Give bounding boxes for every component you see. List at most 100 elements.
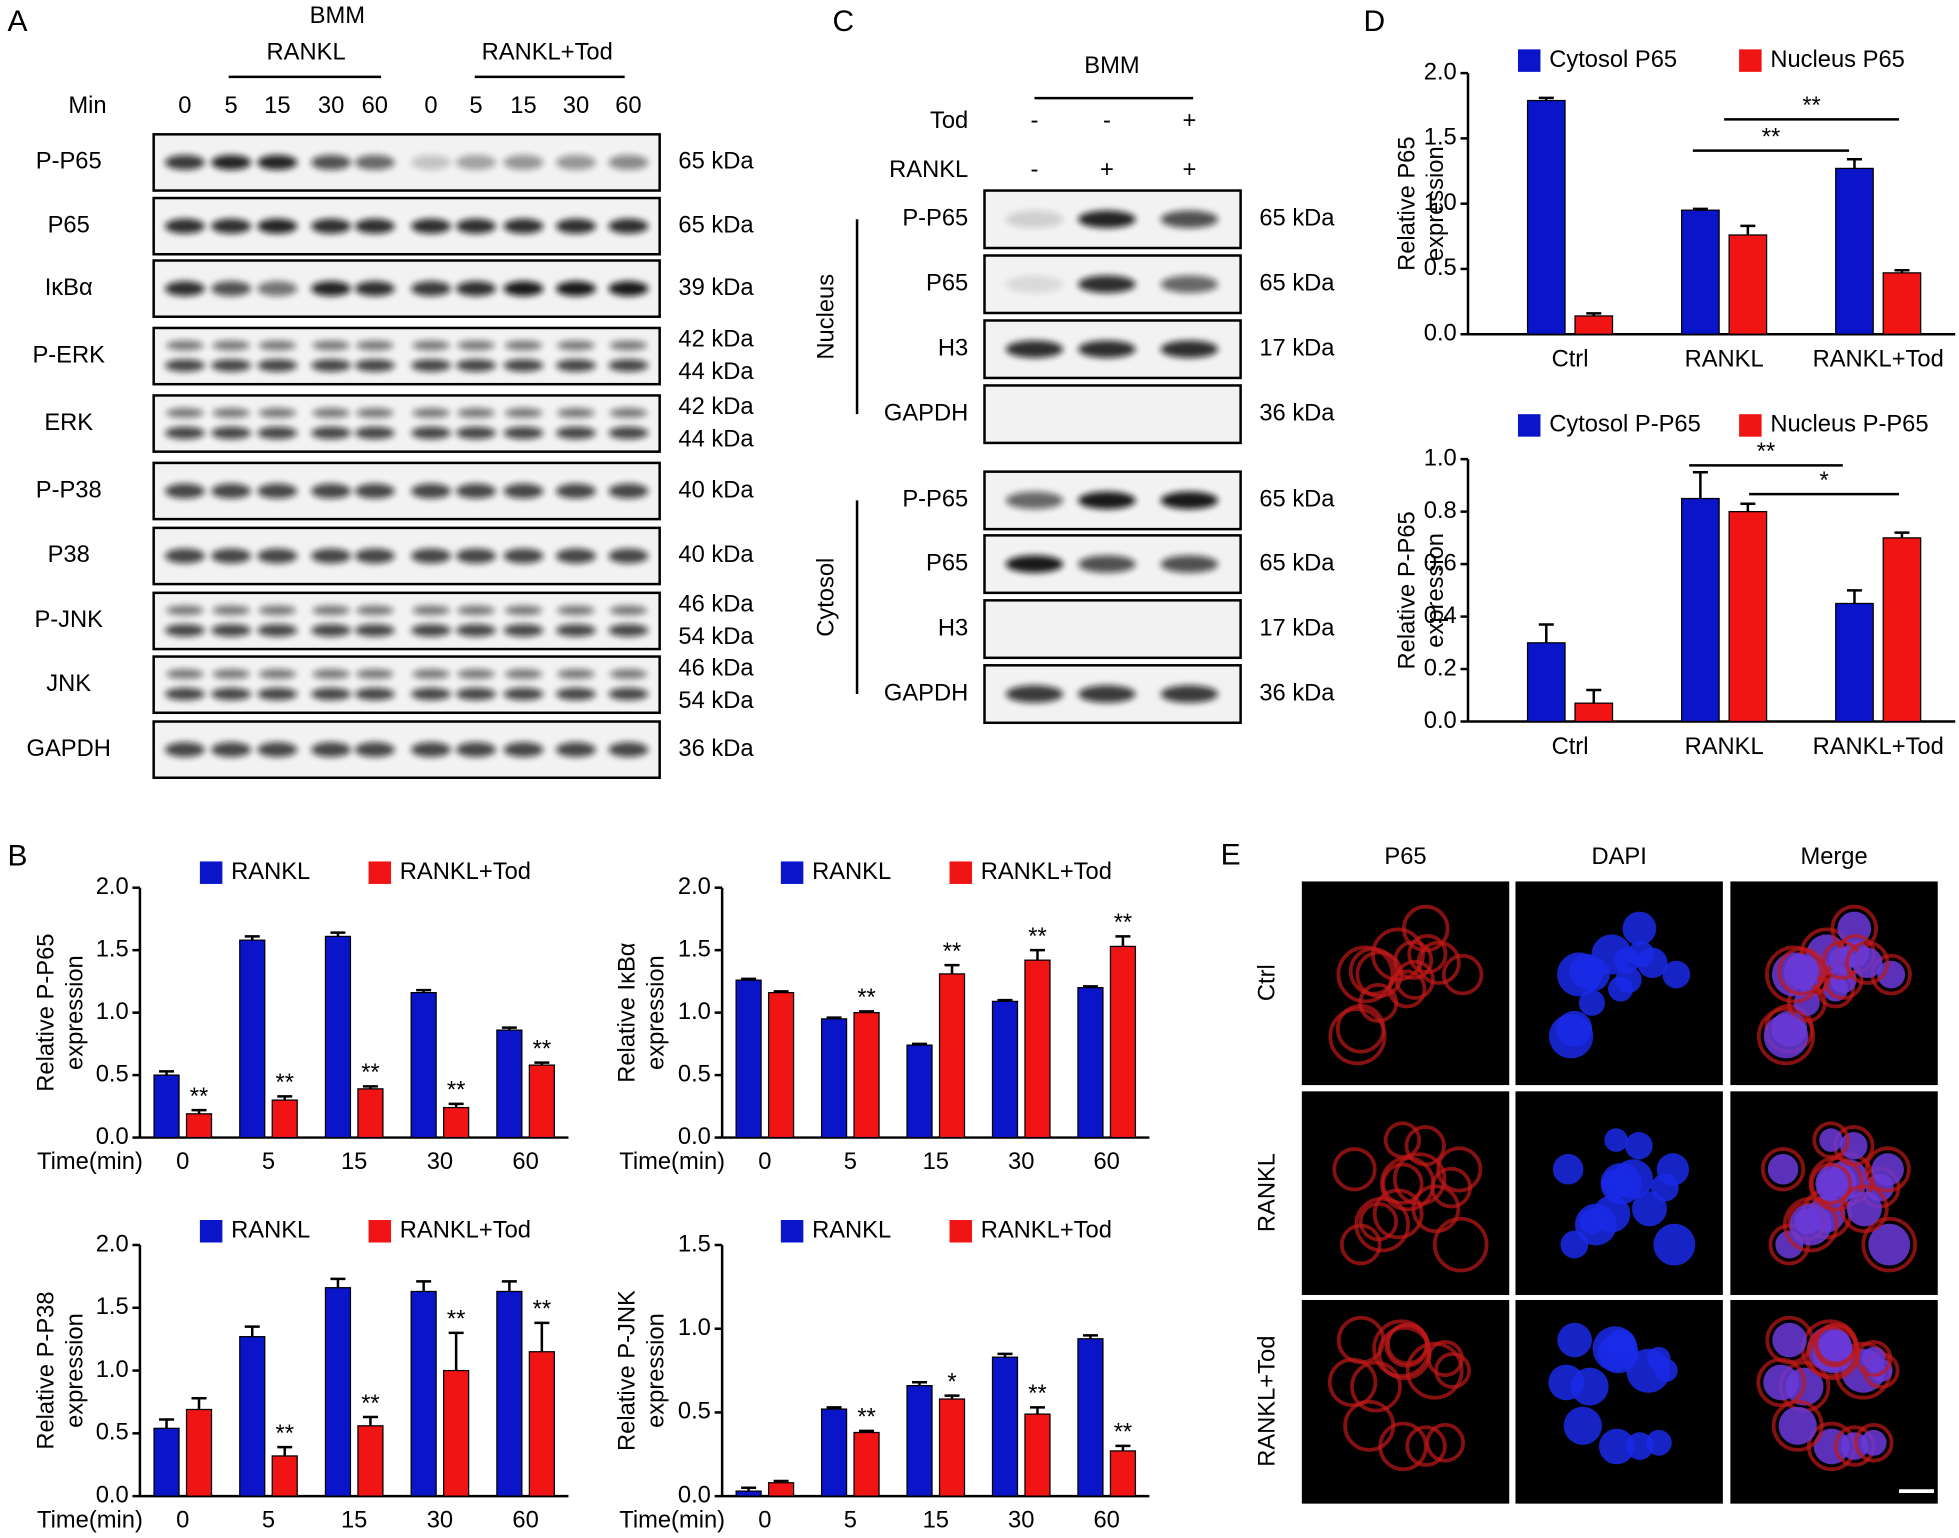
y-tick-label: 0.2: [1424, 655, 1457, 681]
cell-cytoplasm: [1756, 1007, 1815, 1066]
y-tick-label: 0.5: [678, 1399, 711, 1425]
error-bar: [997, 998, 1013, 1002]
error-bar: [448, 1102, 464, 1108]
x-axis-label: Time(min): [37, 1507, 143, 1533]
blot-band: [608, 483, 649, 499]
blot-band: [609, 605, 648, 616]
bar: [271, 1099, 298, 1139]
bar: [1109, 1450, 1137, 1497]
row-label: H3: [938, 335, 968, 361]
legend-swatch: [780, 861, 804, 884]
cell-nucleus: [1839, 1132, 1868, 1160]
row-label: P-P65: [36, 149, 102, 175]
y-tick-label: 0.5: [678, 1061, 711, 1087]
blot-band: [504, 669, 543, 680]
bar: [1681, 497, 1720, 723]
error-bar: [1846, 589, 1862, 604]
legend-label: RANKL: [812, 1218, 891, 1244]
x-tick-label: RANKL+Tod: [1813, 734, 1944, 760]
blot-band: [609, 407, 648, 418]
blot-band: [608, 687, 649, 701]
blot-band: [311, 548, 352, 564]
blot-band: [258, 340, 297, 351]
error-bar: [534, 1061, 550, 1066]
blot-band: [356, 605, 394, 616]
blot-band: [164, 483, 205, 499]
legend-swatch: [199, 1220, 223, 1243]
blot-band: [1005, 555, 1064, 573]
legend-label: RANKL: [231, 859, 310, 885]
error-bar: [244, 1325, 260, 1337]
panel-letter: A: [7, 5, 27, 38]
cell-nucleus: [1653, 1223, 1696, 1266]
blot-band: [457, 340, 495, 351]
bar: [528, 1351, 555, 1497]
bar: [853, 1012, 880, 1139]
bar: [410, 992, 437, 1139]
blot-band: [211, 154, 252, 170]
blot-band: [212, 340, 250, 351]
error-bar: [1692, 471, 1708, 499]
blot-band: [412, 340, 450, 351]
blot-band: [211, 624, 252, 637]
error-bar: [244, 935, 260, 941]
significance: **: [275, 1421, 293, 1447]
blot-band: [164, 359, 205, 372]
cell-nucleus: [1789, 1203, 1832, 1246]
cell-cytoplasm: [1864, 1146, 1911, 1193]
x-tick-label: 5: [844, 1149, 857, 1175]
legend-swatch: [368, 861, 392, 884]
cell-nucleus: [1552, 1153, 1584, 1185]
bar: [324, 935, 352, 1139]
cell-nucleus: [1598, 1428, 1635, 1465]
blot-band: [356, 340, 394, 351]
cell-cytoplasm: [1765, 945, 1823, 1004]
error-bar: [362, 1415, 378, 1426]
kda-label: 44 kDa: [678, 359, 754, 385]
row-label: Tod: [930, 108, 968, 134]
kda-label: 65 kDa: [678, 212, 754, 238]
x-tick-label: 60: [1093, 1507, 1119, 1533]
error-bar: [362, 1085, 378, 1089]
cell-nucleus: [1574, 1203, 1617, 1246]
cell-cytoplasm: [1416, 940, 1461, 985]
significance: **: [275, 1070, 293, 1096]
x-tick-label: 60: [1093, 1149, 1119, 1175]
cell-cytoplasm: [1436, 1146, 1483, 1193]
y-tick-label: 0.6: [1424, 550, 1457, 576]
error-bar: [1894, 268, 1910, 273]
row-label: P38: [48, 542, 90, 568]
blot-band: [503, 359, 544, 372]
blot-band: [503, 687, 544, 701]
legend-label: RANKL: [231, 1218, 310, 1244]
bar: [1882, 537, 1922, 723]
legend-label: Cytosol P-P65: [1549, 412, 1701, 438]
error-bar: [448, 1331, 464, 1371]
blot-band: [1078, 685, 1136, 703]
x-axis-label: Time(min): [37, 1149, 143, 1175]
bar: [357, 1088, 384, 1139]
x-axis-label: Time(min): [619, 1507, 725, 1533]
y-tick-label: 0.0: [1424, 320, 1457, 346]
blot-band: [164, 687, 205, 701]
blot-band: [164, 624, 205, 637]
legend-label: RANKL+Tod: [400, 859, 531, 885]
error-bar: [1740, 502, 1756, 512]
bar: [1728, 234, 1768, 335]
blot-band: [609, 340, 648, 351]
significance: *: [1819, 468, 1828, 494]
blot-band: [412, 669, 450, 680]
cell-nucleus: [1778, 1406, 1817, 1445]
blot-band: [257, 548, 298, 564]
y-tick-label: 1.0: [96, 999, 129, 1025]
error-bar: [741, 1486, 757, 1492]
cell-nucleus: [1563, 1406, 1602, 1445]
error-bar: [1115, 935, 1131, 947]
blot-band: [555, 154, 596, 170]
blot-band: [503, 483, 544, 499]
legend-label: RANKL: [812, 859, 891, 885]
blot-band: [555, 218, 596, 234]
significance: **: [361, 1060, 379, 1086]
blot-box: [152, 655, 661, 715]
